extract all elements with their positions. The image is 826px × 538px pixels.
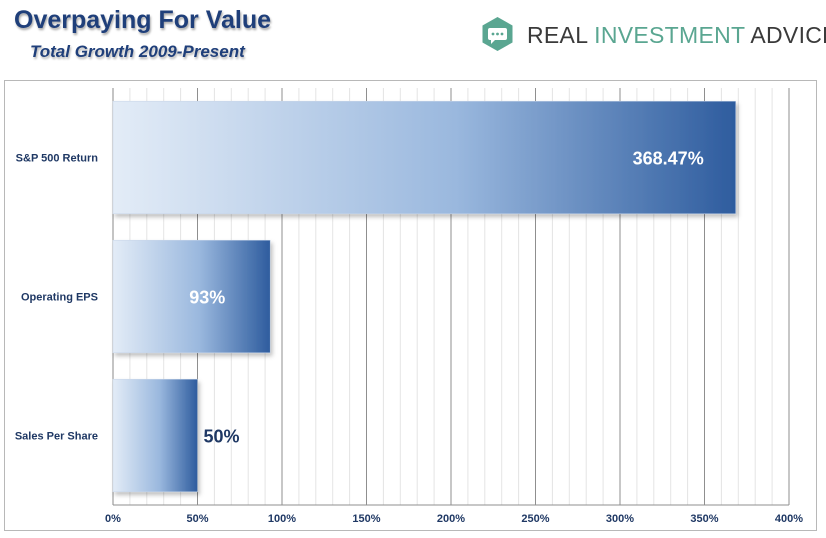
x-tick-label: 150% — [352, 513, 380, 525]
category-label: Sales Per Share — [15, 431, 98, 443]
data-label: 50% — [204, 427, 240, 447]
brand-logo: REAL INVESTMENT ADVICE — [481, 16, 826, 56]
data-label: 368.47% — [633, 149, 704, 169]
chart-title: Overpaying For Value — [14, 6, 272, 34]
data-label: 93% — [189, 288, 225, 308]
brand-name-accent: INVESTMENT — [594, 22, 745, 48]
bar — [112, 100, 736, 215]
x-tick-label: 200% — [437, 513, 465, 525]
category-labels: S&P 500 Return Operating EPS Sales Per Sha… — [15, 153, 98, 443]
category-label: S&P 500 Return — [16, 153, 99, 165]
bar — [112, 378, 198, 493]
chart-frame — [4, 80, 817, 531]
x-tick-label: 400% — [775, 513, 803, 525]
x-tick-label: 300% — [606, 513, 634, 525]
x-tick-label: 100% — [268, 513, 296, 525]
bar — [112, 239, 271, 354]
chat-bubble-icon — [482, 17, 513, 51]
chart-subtitle: Total Growth 2009-Present — [30, 42, 245, 61]
x-tick-label: 350% — [690, 513, 718, 525]
bars — [112, 100, 736, 493]
category-label: Operating EPS — [21, 292, 98, 304]
data-labels: 368.47% 93% 50% — [189, 149, 703, 447]
brand-name-secondary: ADVICE — [750, 22, 826, 48]
brand-name-primary: REAL — [527, 22, 595, 48]
x-tick-label: 0% — [105, 513, 121, 525]
x-tick-label: 50% — [186, 513, 208, 525]
x-tick-label: 250% — [521, 513, 549, 525]
x-tick-labels: 0% 50% 100% 150% 200% 250% 300% 350% 400% — [105, 513, 803, 525]
brand-name: REAL INVESTMENT ADVICE — [527, 22, 826, 49]
